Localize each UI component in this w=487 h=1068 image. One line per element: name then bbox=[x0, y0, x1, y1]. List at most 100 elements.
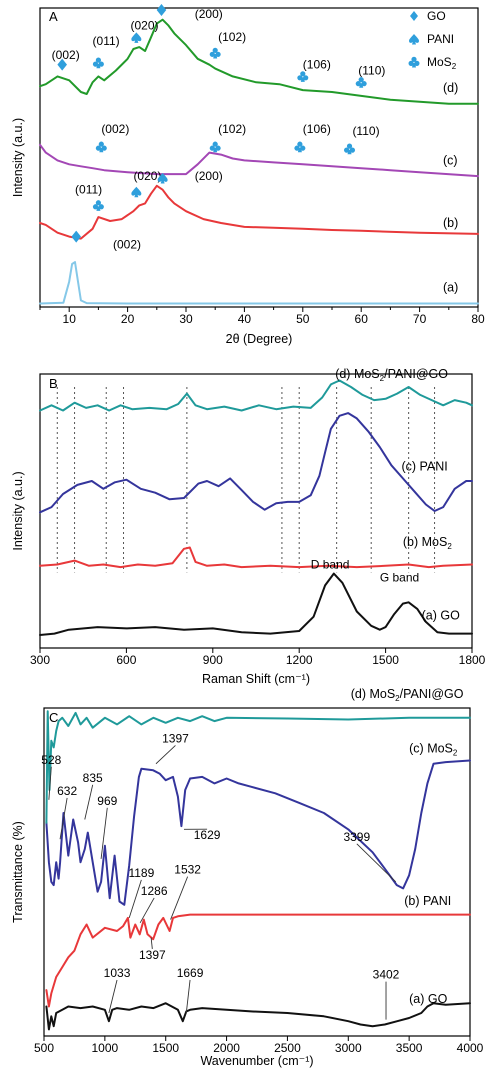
trace-label-text: (a) GO bbox=[409, 992, 447, 1006]
x-tick-label: 2500 bbox=[274, 1041, 301, 1055]
trace-label: (c) MoS2 bbox=[409, 741, 458, 757]
peak-pointer bbox=[139, 897, 155, 924]
x-tick-label: 300 bbox=[30, 653, 50, 667]
x-tick-label: 900 bbox=[203, 653, 223, 667]
legend-pani-label: PANI bbox=[427, 32, 454, 46]
x-axis-label: 2θ (Degree) bbox=[226, 332, 293, 346]
trace-label-text: (d) MoS bbox=[335, 367, 379, 381]
trace-label: (c) bbox=[443, 153, 458, 167]
series-line-dmos bbox=[39, 379, 473, 412]
x-tick-label: 500 bbox=[34, 1041, 54, 1055]
trace-label: (b) bbox=[443, 216, 458, 230]
x-tick-label: 30 bbox=[179, 312, 193, 326]
y-axis-label: Intensity (a.u.) bbox=[11, 471, 25, 550]
club-icon bbox=[355, 77, 367, 88]
trace-label-text: (b) MoS bbox=[403, 535, 447, 549]
club-icon bbox=[92, 57, 104, 69]
peak-annotation: 1189 bbox=[128, 866, 154, 880]
trace-label: (d) MoS2/PANI@GO bbox=[335, 367, 448, 383]
panel-a: 10 20 30 40 50 60 70 80 2θ (Degree) Intensity (a.… bbox=[11, 3, 485, 346]
x-tick-label: 4000 bbox=[457, 1041, 484, 1055]
peak-pointer bbox=[48, 766, 52, 800]
series-line-ago bbox=[39, 572, 473, 636]
panel-c-letter: C bbox=[49, 710, 58, 725]
x-tick-label: 10 bbox=[63, 312, 77, 326]
peak-pointer bbox=[356, 843, 397, 883]
peak-annotation: 632 bbox=[57, 784, 77, 798]
peak-pointer bbox=[170, 876, 189, 920]
peak-annotation: 969 bbox=[97, 794, 117, 808]
trace-label-text: (c) bbox=[443, 153, 458, 167]
series-line-ago bbox=[45, 1002, 471, 1031]
peak-annotation: (110) bbox=[358, 63, 385, 77]
peak-annotation: (200) bbox=[195, 7, 223, 21]
peak-annotation: 835 bbox=[83, 771, 103, 785]
diamond-icon bbox=[156, 3, 167, 16]
diamond-icon bbox=[71, 230, 82, 243]
peak-annotation: (102) bbox=[218, 122, 246, 136]
legend-diamond-icon bbox=[410, 11, 418, 21]
x-tick-label: 3000 bbox=[335, 1041, 362, 1055]
panel-b-letter: B bbox=[49, 376, 58, 391]
y-axis-label: Intensity (a.u.) bbox=[11, 118, 25, 197]
trace-label-text: (b) PANI bbox=[404, 894, 451, 908]
series-line-dmos bbox=[45, 710, 471, 824]
club-icon bbox=[92, 200, 104, 211]
peak-annotation: 528 bbox=[41, 753, 61, 767]
peak-annotation: (020) bbox=[131, 18, 159, 32]
club-icon bbox=[297, 71, 309, 82]
series-line-a bbox=[39, 261, 479, 305]
peak-annotation: G band bbox=[380, 570, 419, 584]
club-icon bbox=[209, 141, 221, 153]
series-line-bpani bbox=[45, 913, 471, 1008]
series-line-cpani bbox=[39, 412, 473, 514]
peak-annotation: 1397 bbox=[139, 948, 166, 962]
trace-label: (a) GO bbox=[422, 608, 460, 622]
peak-pointer bbox=[108, 979, 118, 1014]
trace-label-sub: 2 bbox=[380, 374, 385, 383]
peak-pointer bbox=[150, 937, 153, 949]
x-tick-label: 40 bbox=[238, 312, 252, 326]
x-tick-label: 600 bbox=[116, 653, 136, 667]
peak-annotation: (011) bbox=[75, 183, 102, 197]
peak-annotation: 1033 bbox=[104, 966, 131, 980]
club-icon bbox=[209, 47, 221, 59]
trace-label: (c) PANI bbox=[401, 460, 447, 474]
peak-annotation: 3402 bbox=[373, 968, 400, 982]
spade-icon bbox=[131, 32, 142, 43]
plot-frame bbox=[43, 707, 471, 1037]
peak-annotation: (002) bbox=[101, 122, 129, 136]
peak-annotation: 3399 bbox=[343, 830, 370, 844]
peak-annotation: (002) bbox=[52, 48, 80, 62]
peak-annotation: (102) bbox=[218, 30, 246, 44]
peak-pointer bbox=[100, 807, 108, 859]
x-tick-label: 80 bbox=[471, 312, 485, 326]
peak-annotation: (011) bbox=[93, 34, 120, 48]
peak-annotation: (106) bbox=[303, 58, 331, 72]
plot-frame bbox=[39, 7, 479, 308]
trace-label-sub: 2 bbox=[453, 748, 458, 757]
trace-label-text: (c) PANI bbox=[401, 460, 447, 474]
peak-pointer bbox=[155, 745, 176, 765]
panel-a-letter: A bbox=[49, 9, 58, 24]
x-axis-label: Wavenumber (cm⁻¹) bbox=[200, 1054, 313, 1068]
series-line-c bbox=[39, 143, 479, 178]
x-tick-label: 20 bbox=[121, 312, 135, 326]
x-tick-label: 60 bbox=[355, 312, 369, 326]
peak-pointer bbox=[84, 784, 94, 820]
peak-annotation: (200) bbox=[195, 169, 223, 183]
x-tick-label: 1200 bbox=[286, 653, 313, 667]
x-tick-label: 2000 bbox=[213, 1041, 240, 1055]
x-tick-label: 1500 bbox=[372, 653, 399, 667]
club-icon bbox=[294, 141, 306, 153]
trace-label: (a) GO bbox=[409, 992, 447, 1006]
legend-mos-sub: 2 bbox=[452, 62, 457, 71]
trace-label: (a) bbox=[443, 280, 458, 294]
trace-label-sub: 2 bbox=[395, 694, 400, 703]
legend-club-icon bbox=[408, 56, 420, 68]
panel-a-legend: GO PANI MoS2 bbox=[408, 9, 457, 71]
trace-label-text: (c) MoS bbox=[409, 741, 453, 755]
panel-b: 300 600 900 1200 1500 1800 Raman Shift (cm⁻¹) I… bbox=[11, 367, 486, 686]
trace-label: (b) MoS2 bbox=[403, 535, 452, 551]
